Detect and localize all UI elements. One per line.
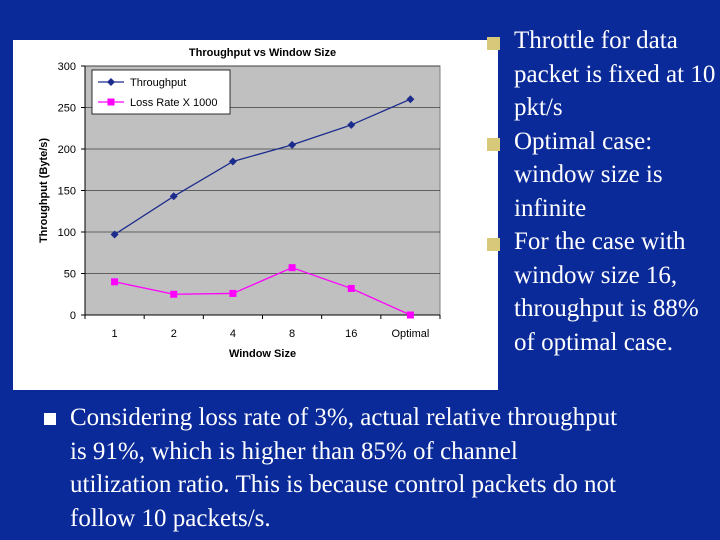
bullet-square-icon <box>44 413 56 425</box>
y-tick-label: 200 <box>58 144 76 156</box>
bullet-item: Optimal case: window size is infinite <box>480 125 720 226</box>
y-tick-label: 0 <box>70 310 76 322</box>
y-tick-label: 300 <box>58 61 76 73</box>
data-point <box>170 290 178 298</box>
y-tick-label: 250 <box>58 103 76 115</box>
x-tick-label: 2 <box>171 328 177 340</box>
chart-title: Throughput vs Window Size <box>189 47 336 59</box>
bottom-bullet-list: Considering loss rate of 3%, actual rela… <box>44 401 624 535</box>
data-point <box>288 140 297 149</box>
x-tick-label: 8 <box>289 328 295 340</box>
data-point <box>110 230 119 239</box>
bullet-list: Throttle for data packet is fixed at 10 … <box>480 24 720 359</box>
bullet-text: For the case with window size 16, throug… <box>514 228 699 356</box>
legend-label: Loss Rate X 1000 <box>130 97 217 109</box>
y-tick-label: 50 <box>64 269 76 281</box>
bullet-square-icon <box>487 37 500 50</box>
data-point <box>347 284 355 292</box>
bullet-item: Considering loss rate of 3%, actual rela… <box>44 401 624 535</box>
data-point <box>228 157 237 166</box>
data-point <box>288 264 296 272</box>
data-point <box>169 192 178 201</box>
legend-box <box>91 69 231 115</box>
data-point <box>229 289 237 297</box>
bullet-text: Considering loss rate of 3%, actual rela… <box>70 404 618 532</box>
data-point <box>347 120 356 129</box>
legend-marker <box>107 78 115 86</box>
data-point <box>111 278 119 286</box>
bullet-square-icon <box>487 137 500 151</box>
x-tick-label: 4 <box>230 328 236 340</box>
throughput-chart: 0 50 100 150 200 250 300 1 2 4 8 16 Optimal Throughpu… <box>38 47 441 360</box>
y-tick-label: 150 <box>58 186 76 198</box>
series-line <box>114 266 411 316</box>
x-tick-label: 1 <box>112 328 118 340</box>
legend-marker <box>107 98 115 106</box>
bullet-text: Optimal case: window size is infinite <box>514 127 663 222</box>
y-axis-label: Throughput (Byte/s) <box>38 138 50 243</box>
bullet-item: For the case with window size 16, throug… <box>480 225 720 359</box>
x-tick-label: Optimal <box>391 328 429 340</box>
y-tick-label: 100 <box>58 227 76 239</box>
series-line <box>114 98 411 236</box>
bullet-text: Throttle for data packet is fixed at 10 … <box>514 27 716 121</box>
data-point <box>406 95 415 104</box>
x-axis-label: Window Size <box>229 348 296 360</box>
data-point <box>406 311 414 319</box>
bullet-item: Throttle for data packet is fixed at 10 … <box>480 24 720 125</box>
legend-label: Throughput <box>130 77 186 89</box>
bullet-square-icon <box>487 238 500 251</box>
chart-panel: 0 50 100 150 200 250 300 1 2 4 8 16 Optimal Throughpu… <box>13 40 498 390</box>
x-tick-label: 16 <box>345 328 357 340</box>
